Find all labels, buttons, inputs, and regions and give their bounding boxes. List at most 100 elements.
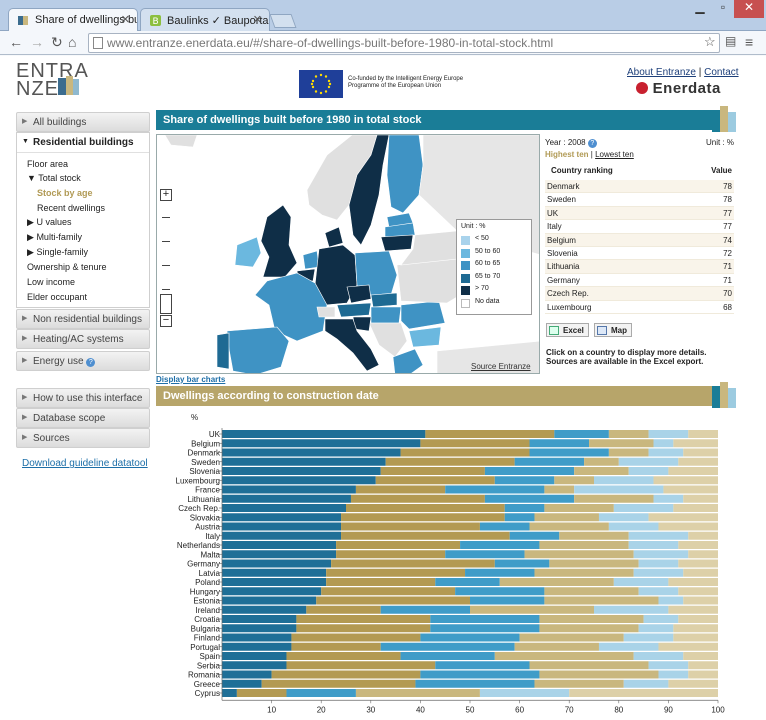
bar-segment[interactable] bbox=[678, 541, 718, 549]
map-bulgaria[interactable] bbox=[409, 327, 441, 347]
bar-segment[interactable] bbox=[420, 439, 529, 447]
bar-segment[interactable] bbox=[539, 615, 643, 623]
close-window-icon[interactable]: ✕ bbox=[734, 0, 764, 18]
bar-segment[interactable] bbox=[445, 550, 524, 558]
bar-segment[interactable] bbox=[222, 439, 420, 447]
bar-segment[interactable] bbox=[381, 643, 515, 651]
sidebar-sub-low-income[interactable]: Low income bbox=[27, 277, 75, 287]
sidebar-item-sources[interactable]: ▶ Sources bbox=[16, 428, 150, 448]
bar-segment[interactable] bbox=[678, 587, 718, 595]
sidebar-sub-ownership[interactable]: Ownership & tenure bbox=[27, 262, 107, 272]
close-tab-icon[interactable]: ✕ bbox=[121, 13, 130, 26]
bar-segment[interactable] bbox=[222, 652, 286, 660]
bar-segment[interactable] bbox=[222, 680, 262, 688]
maximize-icon[interactable]: ▫ bbox=[712, 0, 734, 18]
bar-segment[interactable] bbox=[609, 449, 649, 457]
bar-segment[interactable] bbox=[291, 634, 420, 642]
bar-segment[interactable] bbox=[525, 550, 634, 558]
bar-segment[interactable] bbox=[683, 495, 718, 503]
bar-segment[interactable] bbox=[356, 486, 445, 494]
sidebar-item-non-residential[interactable]: ▶ Non residential buildings bbox=[16, 309, 150, 329]
bar-segment[interactable] bbox=[485, 495, 574, 503]
sidebar-item-heating[interactable]: ▶ Heating/AC systems bbox=[16, 329, 150, 349]
map-austria[interactable] bbox=[337, 303, 371, 317]
help-icon[interactable]: ? bbox=[588, 139, 597, 148]
contact-link[interactable]: Contact bbox=[704, 67, 738, 78]
bar-segment[interactable] bbox=[435, 661, 529, 669]
bar-segment[interactable] bbox=[534, 680, 623, 688]
bar-segment[interactable] bbox=[386, 458, 515, 466]
menu-icon[interactable]: ≡ bbox=[745, 34, 753, 50]
bar-segment[interactable] bbox=[505, 513, 535, 521]
bar-segment[interactable] bbox=[222, 504, 346, 512]
bar-segment[interactable] bbox=[286, 689, 355, 697]
bar-segment[interactable] bbox=[500, 578, 614, 586]
enerdata-logo[interactable]: Enerdata bbox=[636, 80, 721, 97]
bar-segment[interactable] bbox=[222, 541, 336, 549]
bar-segment[interactable] bbox=[510, 532, 560, 540]
ranking-row[interactable]: Denmark 78 bbox=[545, 180, 734, 193]
map-iceland[interactable] bbox=[165, 135, 197, 147]
map-romania[interactable] bbox=[401, 301, 445, 329]
download-guideline-link[interactable]: Download guideline datatool bbox=[22, 458, 148, 469]
bar-segment[interactable] bbox=[554, 476, 594, 484]
bar-segment[interactable] bbox=[654, 495, 684, 503]
bar-segment[interactable] bbox=[351, 495, 485, 503]
ranking-row[interactable]: Germany 71 bbox=[545, 274, 734, 287]
bar-segment[interactable] bbox=[658, 643, 718, 651]
map-portugal[interactable] bbox=[217, 333, 229, 369]
bar-segment[interactable] bbox=[222, 560, 331, 568]
bar-segment[interactable] bbox=[673, 634, 718, 642]
ranking-row[interactable]: Slovenia 72 bbox=[545, 247, 734, 260]
bar-segment[interactable] bbox=[658, 597, 683, 605]
bar-segment[interactable] bbox=[286, 652, 400, 660]
extension-icon[interactable]: ▤ bbox=[725, 34, 736, 48]
bar-segment[interactable] bbox=[534, 569, 633, 577]
map-balkans[interactable] bbox=[369, 323, 407, 357]
bar-segment[interactable] bbox=[495, 476, 555, 484]
bar-segment[interactable] bbox=[599, 643, 659, 651]
bar-segment[interactable] bbox=[688, 671, 718, 679]
map-finland[interactable] bbox=[387, 135, 423, 213]
bar-segment[interactable] bbox=[649, 513, 718, 521]
bar-segment[interactable] bbox=[544, 486, 574, 494]
sidebar-sub-single-family[interactable]: ▶ Single-family bbox=[27, 247, 88, 258]
ranking-row[interactable]: Lithuania 71 bbox=[545, 260, 734, 273]
bar-segment[interactable] bbox=[485, 467, 574, 475]
bar-segment[interactable] bbox=[688, 430, 718, 438]
map-switzerland[interactable] bbox=[317, 307, 335, 317]
bar-segment[interactable] bbox=[495, 652, 634, 660]
sidebar-sub-floor-area[interactable]: Floor area bbox=[27, 159, 68, 169]
bar-segment[interactable] bbox=[480, 689, 569, 697]
sidebar-sub-multi-family[interactable]: ▶ Multi-family bbox=[27, 232, 82, 243]
bar-segment[interactable] bbox=[688, 532, 718, 540]
bar-segment[interactable] bbox=[663, 486, 718, 494]
ranking-row[interactable]: UK 77 bbox=[545, 207, 734, 220]
bar-segment[interactable] bbox=[222, 689, 237, 697]
bar-segment[interactable] bbox=[515, 643, 599, 651]
bar-segment[interactable] bbox=[237, 689, 287, 697]
bar-segment[interactable] bbox=[574, 467, 629, 475]
bar-segment[interactable] bbox=[435, 578, 499, 586]
bar-segment[interactable] bbox=[614, 504, 674, 512]
bar-segment[interactable] bbox=[222, 523, 341, 531]
bar-segment[interactable] bbox=[609, 430, 649, 438]
bar-segment[interactable] bbox=[430, 624, 539, 632]
bar-segment[interactable] bbox=[589, 439, 653, 447]
bar-segment[interactable] bbox=[639, 560, 679, 568]
ranking-row[interactable]: Italy 77 bbox=[545, 220, 734, 233]
bar-segment[interactable] bbox=[569, 689, 718, 697]
bar-segment[interactable] bbox=[222, 430, 425, 438]
bar-segment[interactable] bbox=[639, 624, 674, 632]
bar-segment[interactable] bbox=[222, 550, 336, 558]
bar-segment[interactable] bbox=[222, 449, 401, 457]
highest-ten-tab[interactable]: Highest ten bbox=[545, 150, 589, 159]
bar-segment[interactable] bbox=[326, 578, 435, 586]
map-slovakia[interactable] bbox=[371, 293, 397, 307]
sidebar-item-how-to[interactable]: ▶ How to use this interface bbox=[16, 388, 150, 408]
address-bar[interactable]: www.entranze.enerdata.eu/#/share-of-dwel… bbox=[88, 33, 720, 53]
bar-segment[interactable] bbox=[222, 486, 356, 494]
ranking-row[interactable]: Sweden 78 bbox=[545, 193, 734, 206]
bar-segment[interactable] bbox=[683, 597, 718, 605]
bar-segment[interactable] bbox=[654, 439, 674, 447]
